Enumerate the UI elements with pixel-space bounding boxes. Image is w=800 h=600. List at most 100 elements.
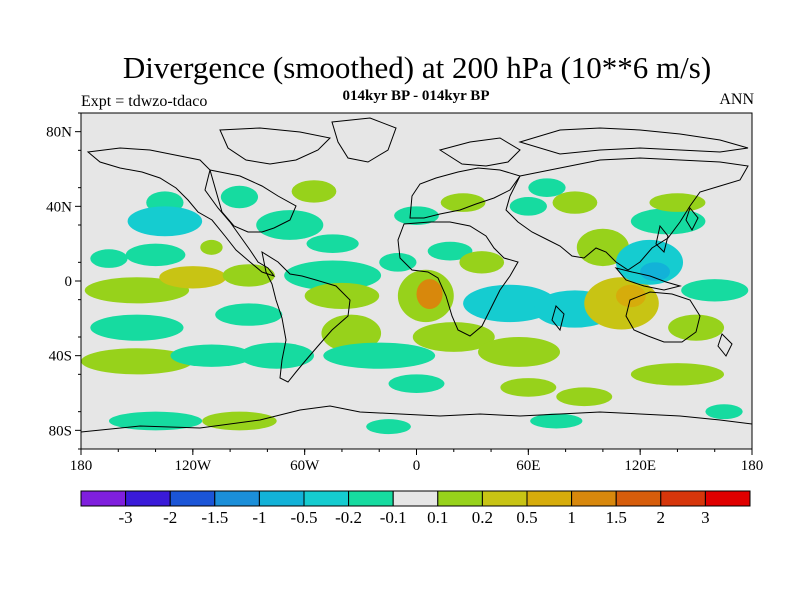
field-region [379,253,417,272]
field-region [509,197,547,216]
field-region [125,243,186,267]
colorbar-swatch [660,490,706,507]
field-region [463,284,557,323]
colorbar-label: -3 [119,508,133,527]
field-region [388,374,445,393]
field-region [108,411,203,431]
field-region [256,210,324,240]
colorbar-label: -1.5 [201,508,228,527]
field-region [615,284,646,308]
colorbar-swatch [80,490,127,507]
field-region [321,314,382,352]
colorbar-swatch [437,490,483,507]
field-region [668,314,725,341]
colorbar-label: 1 [567,508,576,527]
south-america-coast [261,250,351,383]
y-tick-label: 80S [49,423,72,439]
x-tick-label: 0 [413,458,421,474]
coastlines [81,117,752,433]
x-tick-label: 60W [290,458,320,474]
australia-coast [625,291,701,343]
field-region [649,193,706,212]
colorbar-label: 0.5 [516,508,537,527]
colorbar-swatch [481,490,528,507]
asia-coast [505,157,749,271]
colorbar-swatch [392,490,439,507]
colorbar-swatch [214,490,260,507]
field-region [640,262,670,281]
colorbar-label: 0.1 [427,508,448,527]
field-region [202,411,277,431]
x-tick-label: 120E [624,458,656,474]
chart-title: Divergence (smoothed) at 200 hPa (10**6 … [122,50,712,85]
x-tick-label: 180 [741,458,764,474]
field-region [84,277,190,304]
field-region [630,363,725,386]
colorbar-swatch [348,490,394,507]
field-region [556,387,613,407]
field-region [478,337,561,367]
antarctica-coast [81,405,752,433]
colorbar-label: 1.5 [606,508,627,527]
colorbar-swatch [125,490,171,507]
field-region [630,208,706,235]
colorbar-label: -0.5 [291,508,318,527]
colorbar-label: -2 [163,508,177,527]
colorbar-label: -1 [252,508,266,527]
north-america-coast [86,147,276,277]
y-tick-label: 40N [46,199,72,215]
field-region [530,413,583,429]
colorbar-swatch [169,490,216,507]
chart-subtitle: 014kyr BP - 014kyr BP [342,88,490,104]
field-region [416,279,443,310]
field-region [427,241,473,261]
field-region [304,282,380,309]
y-tick-label: 40S [49,349,72,365]
indonesia-islands [614,267,682,291]
divergence-field [81,178,749,435]
field-region [394,206,439,226]
colorbar-swatch [615,490,662,507]
field-region [200,239,223,255]
experiment-label: Expt = tdwzo-tdaco [81,93,208,110]
colorbar-label: 3 [701,508,710,527]
north-america-east-coast [209,169,297,233]
field-region [239,342,314,369]
y-tick-label: 80N [46,125,72,141]
field-region [90,314,184,341]
field-region [412,322,495,352]
field-region [500,378,557,397]
field-region [159,266,227,289]
scandinavia-coast [438,137,521,167]
field-region [291,180,337,203]
colorbar-swatch [303,490,350,507]
field-region [306,234,359,254]
field-region [552,191,598,214]
field-region [459,251,505,274]
field-region [170,344,253,367]
field-region [90,249,128,268]
colorbar-swatch [258,490,305,507]
colorbar-swatch [571,490,617,507]
field-region [366,419,411,435]
philippines [655,224,669,253]
x-tick-label: 60E [516,458,540,474]
y-tick-label: 0 [65,274,73,290]
colorbar-label: -0.2 [335,508,362,527]
season-label: ANN [719,91,754,108]
siberia-coast [518,127,749,155]
field-region [528,178,566,198]
field-region [323,342,436,369]
field-region [215,303,283,326]
madagascar [551,305,565,332]
colorbar-label: 2 [657,508,666,527]
colorbar-label: 0.2 [472,508,493,527]
colorbar-swatch [704,490,751,507]
y-axis: 80N 40N 0 40S 80S [46,112,81,450]
new-zealand [717,333,733,357]
field-region [127,206,203,237]
arctic-islands [219,127,332,165]
colorbar: -3 -2 -1.5 -1 -0.5 -0.2 -0.1 0.1 0.2 0.5 1 1.5 2 3 [80,490,751,527]
field-region [705,404,743,420]
